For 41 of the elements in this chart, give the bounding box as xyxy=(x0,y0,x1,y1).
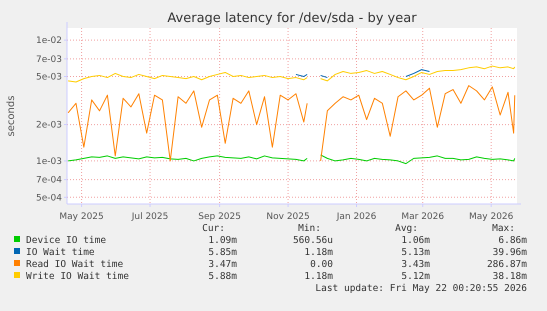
text: 6.86m xyxy=(498,235,528,246)
text: 1.09m xyxy=(208,235,238,246)
y-tick-label: 5e-03 xyxy=(36,72,62,82)
x-tick-label: May 2026 xyxy=(469,212,514,222)
text: Cur: xyxy=(202,223,225,234)
text: 5.13m xyxy=(401,247,430,258)
y-tick-label: 2e-03 xyxy=(36,120,62,131)
text: 38.18m xyxy=(492,271,528,282)
text: 5.88m xyxy=(208,271,238,282)
legend-label: Read IO Wait time xyxy=(26,259,124,270)
y-tick-label: 7e-04 xyxy=(36,176,62,186)
x-tick-label: May 2025 xyxy=(59,212,104,222)
text: 5.12m xyxy=(401,271,430,282)
y-tick-label: 5e-04 xyxy=(36,193,62,204)
text: Min: xyxy=(298,223,321,234)
x-tick-label: Jan 2026 xyxy=(336,212,377,222)
x-tick-label: Sep 2025 xyxy=(198,212,241,222)
text: 3.43m xyxy=(401,259,430,270)
text: 3.47m xyxy=(208,259,238,270)
y-tick-label: 7e-03 xyxy=(36,54,62,65)
text: 1.06m xyxy=(401,235,430,246)
text: 286.87m xyxy=(486,259,528,270)
y-axis-title: seconds xyxy=(6,96,17,136)
text: 1.18m xyxy=(304,271,334,282)
chart-title: Average latency for /dev/sda - by year xyxy=(167,11,418,26)
x-tick-label: Mar 2026 xyxy=(401,212,444,222)
y-tick-label: 1e-03 xyxy=(36,156,62,167)
text: Max: xyxy=(492,223,515,234)
legend-label: Write IO Wait time xyxy=(26,271,130,282)
y-tick-label: 1e-02 xyxy=(36,36,62,46)
text: 0.00 xyxy=(310,259,334,270)
x-tick-label: Jul 2025 xyxy=(130,212,168,222)
x-tick-label: Nov 2025 xyxy=(266,212,310,222)
text: 39.96m xyxy=(492,247,528,258)
text: Avg: xyxy=(395,223,418,234)
legend-label: IO Wait time xyxy=(26,247,95,258)
text: 5.85m xyxy=(208,247,238,258)
text: Last update: Fri May 22 00:20:55 2026 xyxy=(315,283,528,294)
legend-label: Device IO time xyxy=(26,235,106,246)
text: 560.56u xyxy=(292,235,333,246)
text: 1.18m xyxy=(304,247,334,258)
